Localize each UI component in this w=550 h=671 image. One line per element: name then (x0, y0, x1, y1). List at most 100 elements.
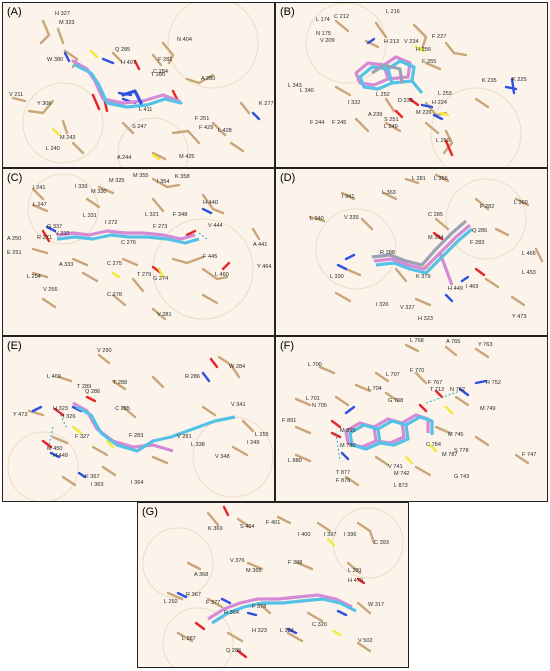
residue-label: S 247 (132, 124, 147, 130)
residue-label: F 282 (480, 204, 495, 210)
residue-label: F 244 (310, 120, 325, 126)
panel-b: (B) L 174 C 212 L 216 N 175 V 209 H 213 … (275, 2, 548, 168)
residue-label: H 327 (55, 11, 70, 17)
residue-label: V 209 (320, 38, 335, 44)
residue-label: M 364 (428, 235, 444, 241)
residue-label: L 174 (316, 17, 330, 23)
residue-label: M 243 (60, 135, 76, 141)
residue-label: F 281 (158, 57, 173, 63)
residue-label: C 212 (334, 14, 349, 20)
residue-label: M 226 (416, 110, 432, 116)
residue-label: L 330 (330, 274, 344, 280)
residue-label: F 327 (75, 434, 90, 440)
residue-label: Y 306 (37, 101, 52, 107)
residue-label: F 401 (266, 520, 281, 526)
residue-label: L 428 (218, 128, 232, 134)
panel-label: (E) (7, 340, 22, 352)
residue-label: C 284 (153, 69, 168, 75)
residue-label: K 367 (85, 474, 100, 480)
residue-label: M 787 (442, 452, 458, 458)
residue-label: A 244 (117, 155, 132, 161)
panel-g: (G) K 369 S 404 F 401 I 400 I 397 I 396 … (137, 502, 409, 668)
residue-label: G 274 (153, 276, 169, 282)
residue-label: F 378 (252, 604, 267, 610)
residue-label: F 876 (336, 478, 351, 484)
panel-f: (F) L 768 A 765 Y 763 L 700 L 707 F 770 … (275, 336, 548, 502)
panel-e: (E) V 290 R 286 W 284 L 469 T 289 T 288 … (2, 336, 275, 502)
residue-label: N 404 (177, 37, 192, 43)
panel-label: (F) (280, 340, 295, 352)
panel-label: (G) (142, 506, 158, 518)
residue-label: R 364 (224, 610, 239, 616)
residue-label: L 356 (434, 176, 448, 182)
residue-label: L 768 (410, 338, 424, 344)
residue-label: F 747 (522, 452, 537, 458)
residue-label: G 708 (388, 398, 404, 404)
residue-label: K 358 (175, 174, 190, 180)
residue-label: L 340 (310, 216, 324, 222)
residue-label: A 280 (201, 76, 216, 82)
residue-label: M 745 (448, 432, 464, 438)
residue-label: W 380 (47, 57, 64, 63)
panel-label: (C) (7, 172, 23, 184)
residue-label: C 784 (426, 442, 441, 448)
residue-label: R 367 (186, 592, 201, 598)
residue-label: L 411 (139, 107, 153, 113)
residue-label: L 252 (376, 92, 390, 98)
residue-label: L 343 (288, 83, 302, 89)
residue-label: N 705 (312, 403, 327, 409)
residue-label: L 292 (164, 599, 178, 605)
residue-label: H 323 (53, 406, 68, 412)
residue-label: L 253 (438, 91, 452, 97)
structure-image (7, 353, 274, 501)
residue-label: L 250 (436, 138, 450, 144)
residue-label: L 360 (514, 200, 528, 206)
residue-label: M 323 (59, 20, 75, 26)
residue-label: K 379 (416, 274, 431, 280)
residue-label: L 287 (182, 636, 196, 642)
residue-label: M 780 (340, 443, 356, 449)
residue-label: K 277 (259, 101, 274, 107)
residue-label: F 348 (173, 212, 188, 218)
residue-label: F 767 (428, 380, 443, 386)
residue-label: H 440 (203, 200, 218, 206)
residue-label: C 275 (107, 261, 122, 267)
residue-label: L 340 (300, 88, 314, 94)
residue-label: H 449 (53, 453, 68, 459)
residue-label: V 348 (215, 454, 230, 460)
residue-label: L 453 (522, 270, 536, 276)
residue-label: I 332 (348, 100, 361, 106)
residue-label: V 741 (388, 464, 403, 470)
residue-label: V 281 (177, 434, 192, 440)
residue-label: L 240 (46, 146, 60, 152)
residue-label: C 276 (121, 240, 136, 246)
residue-label: M 355 (133, 173, 149, 179)
residue-label: M 895 (340, 428, 356, 434)
residue-label: L 460 (215, 272, 229, 278)
structure-image (27, 173, 261, 321)
residue-label: L 880 (288, 458, 302, 464)
residue-label: L 700 (308, 362, 322, 368)
residue-label: V 256 (43, 287, 58, 293)
residue-label: K 369 (208, 526, 223, 532)
residue-label: F 273 (153, 224, 168, 230)
residue-label: R 752 (486, 380, 501, 386)
residue-label: C 285 (115, 406, 130, 412)
residue-label: M 742 (394, 471, 410, 477)
residue-label: I 397 (324, 532, 337, 538)
residue-label: Q 286 (85, 389, 101, 395)
residue-label: F 283 (470, 240, 485, 246)
residue-label: N 762 (450, 387, 465, 393)
residue-label: V 502 (358, 638, 373, 644)
residue-label: I 363 (91, 482, 104, 488)
residue-label: S 778 (454, 448, 469, 454)
residue-label: L 254 (27, 274, 41, 280)
residue-label: L 281 (412, 176, 426, 182)
panel-label: (B) (280, 6, 295, 18)
residue-label: I 364 (131, 480, 144, 486)
residue-label: H 407 (121, 60, 136, 66)
residue-label: I 341 (342, 194, 355, 200)
structure-image (142, 505, 404, 667)
residue-label: Y 464 (257, 264, 272, 270)
residue-label: Y 763 (478, 342, 493, 348)
